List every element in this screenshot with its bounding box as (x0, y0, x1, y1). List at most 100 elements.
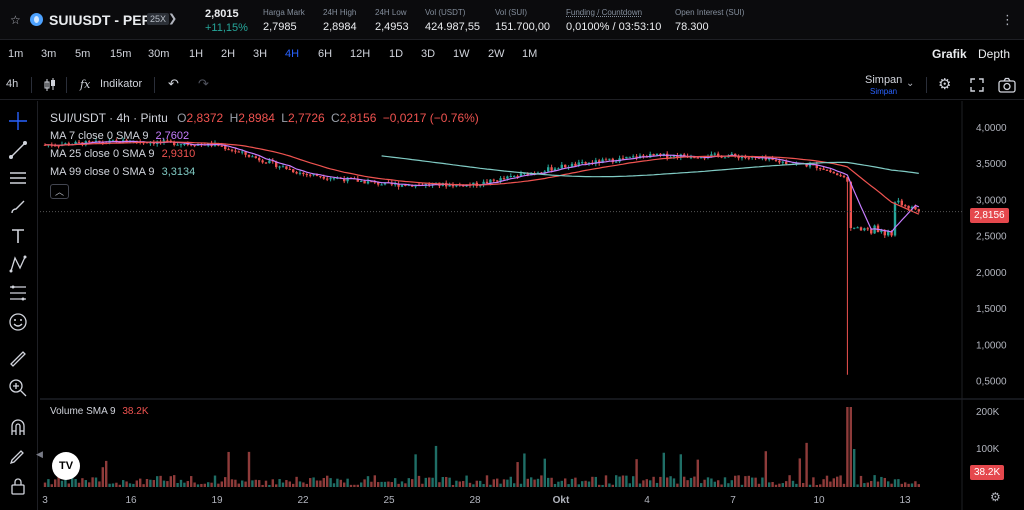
save-dropdown-chevron-icon[interactable]: ⌄ (906, 78, 915, 89)
volume-bar (213, 475, 217, 487)
symbol-dropdown-chevron-icon[interactable]: ❯ (168, 13, 178, 25)
more-menu-icon[interactable]: ⋮ (1001, 12, 1014, 27)
timeframe-2h[interactable]: 2H (221, 48, 236, 60)
ruler-icon[interactable] (8, 349, 28, 369)
volume-bar (829, 481, 832, 487)
timeframe-2w[interactable]: 2W (488, 48, 505, 60)
candle-body (717, 153, 720, 156)
timeframe-3d[interactable]: 3D (421, 48, 436, 60)
candle-body (43, 144, 47, 146)
text-tool-icon[interactable] (8, 226, 28, 246)
timeframe-6h[interactable]: 6H (318, 48, 333, 60)
brush-icon[interactable] (8, 197, 28, 217)
volume-bar (128, 483, 132, 487)
candle-body (496, 180, 499, 182)
volume-bar (768, 482, 771, 487)
legend-ma25[interactable]: MA 25 close 0 SMA 9 2,9310 (50, 148, 196, 160)
magnet-icon[interactable] (8, 417, 28, 437)
redo-icon[interactable]: ↷ (198, 76, 209, 91)
candle-body (247, 154, 251, 157)
fullscreen-icon[interactable] (970, 78, 984, 92)
volume-bar (353, 484, 356, 487)
candle-body (710, 154, 713, 158)
candle-body (448, 184, 451, 187)
volume-bar (601, 484, 604, 487)
volume-bar (183, 482, 186, 487)
price-axis-tick-label: 1,0000 (976, 340, 1007, 351)
indicators-button[interactable]: Indikator (100, 78, 143, 90)
candle-body (866, 228, 869, 230)
candle-body (689, 157, 693, 159)
candle-body (366, 181, 370, 184)
zoom-in-icon[interactable] (8, 378, 28, 398)
favorite-star-icon[interactable]: ☆ (10, 13, 21, 27)
volume-bar (832, 478, 835, 487)
candles-style-icon[interactable] (42, 77, 58, 93)
save-button[interactable]: Simpan (865, 74, 903, 86)
fib-retracement-icon[interactable] (8, 283, 28, 303)
volume-bar (77, 482, 81, 487)
symbol-name[interactable]: SUIUSDT - PERP (49, 12, 162, 28)
candle-body (526, 173, 529, 176)
volume-bar (706, 477, 710, 487)
volume-bar (594, 476, 597, 487)
legend-ma7[interactable]: MA 7 close 0 SMA 9 2,7602 (50, 130, 190, 142)
fx-icon[interactable]: fx (80, 78, 91, 91)
time-axis-tick-label: 25 (383, 495, 395, 506)
candle-body (560, 164, 563, 169)
candle-body (193, 145, 196, 147)
crosshair-icon[interactable] (8, 111, 28, 131)
ohlc-change: −0,0217 (−0.76%) (382, 111, 479, 125)
tradingview-logo[interactable]: TV (52, 452, 80, 480)
ohlc-high: 2,8984 (238, 111, 275, 125)
legend-volume[interactable]: Volume SMA 9 38.2K (50, 406, 149, 417)
candle-body (917, 209, 920, 212)
candle-body (805, 164, 808, 167)
candle-body (329, 178, 332, 180)
timeframe-4h[interactable]: 4H (285, 48, 300, 60)
interval-button[interactable]: 4h (6, 78, 19, 90)
volume-bar (591, 476, 594, 487)
timeframe-1m[interactable]: 1m (8, 48, 24, 60)
timeframe-30m[interactable]: 30m (148, 48, 170, 60)
price-axis-tick-label: 3,5000 (976, 159, 1007, 170)
volume-bar (448, 477, 451, 487)
candle-body (594, 160, 597, 164)
emoji-icon[interactable] (8, 312, 28, 332)
legend-collapse-chevron-icon[interactable]: ︿ (50, 184, 70, 199)
volume-bar (241, 480, 244, 487)
settings-gear-icon[interactable]: ⚙ (938, 76, 952, 93)
candle-body (152, 142, 155, 144)
scroll-left-chevron-icon[interactable]: ◀ (36, 449, 43, 459)
volume-bar (819, 484, 822, 487)
timeframe-3h[interactable]: 3H (253, 48, 268, 60)
tab-depth[interactable]: Depth (978, 47, 1011, 61)
horizontal-lines-icon[interactable] (8, 168, 28, 188)
timeframe-15m[interactable]: 15m (110, 48, 132, 60)
trend-line-icon[interactable] (8, 140, 28, 160)
timeframe-1w[interactable]: 1W (453, 48, 470, 60)
pattern-tool-icon[interactable] (8, 254, 28, 274)
timeframe-12h[interactable]: 12H (350, 48, 371, 60)
timeframe-5m[interactable]: 5m (75, 48, 91, 60)
candle-body (615, 161, 618, 163)
volume-bar (581, 481, 584, 487)
candle-body (305, 174, 308, 176)
volume-bar (516, 462, 519, 487)
volume-bar (876, 481, 880, 487)
volume-bar (700, 483, 703, 487)
undo-icon[interactable]: ↶ (168, 76, 179, 91)
draw-lock-pencil-icon[interactable] (8, 446, 28, 466)
camera-screenshot-icon[interactable] (998, 77, 1016, 93)
tab-chart[interactable]: Grafik (932, 47, 967, 61)
timeframe-1h[interactable]: 1H (189, 48, 204, 60)
legend-ma99[interactable]: MA 99 close 0 SMA 9 3,3134 (50, 166, 196, 178)
lock-icon[interactable] (8, 476, 28, 496)
volume-bar (247, 451, 251, 487)
time-axis-tick-label: 10 (813, 495, 825, 506)
timeframe-1d[interactable]: 1D (389, 48, 404, 60)
chart-settings-gear-icon[interactable]: ⚙ (990, 490, 1001, 504)
timeframe-1m-month[interactable]: 1M (522, 48, 538, 60)
timeframe-3m[interactable]: 3m (41, 48, 57, 60)
